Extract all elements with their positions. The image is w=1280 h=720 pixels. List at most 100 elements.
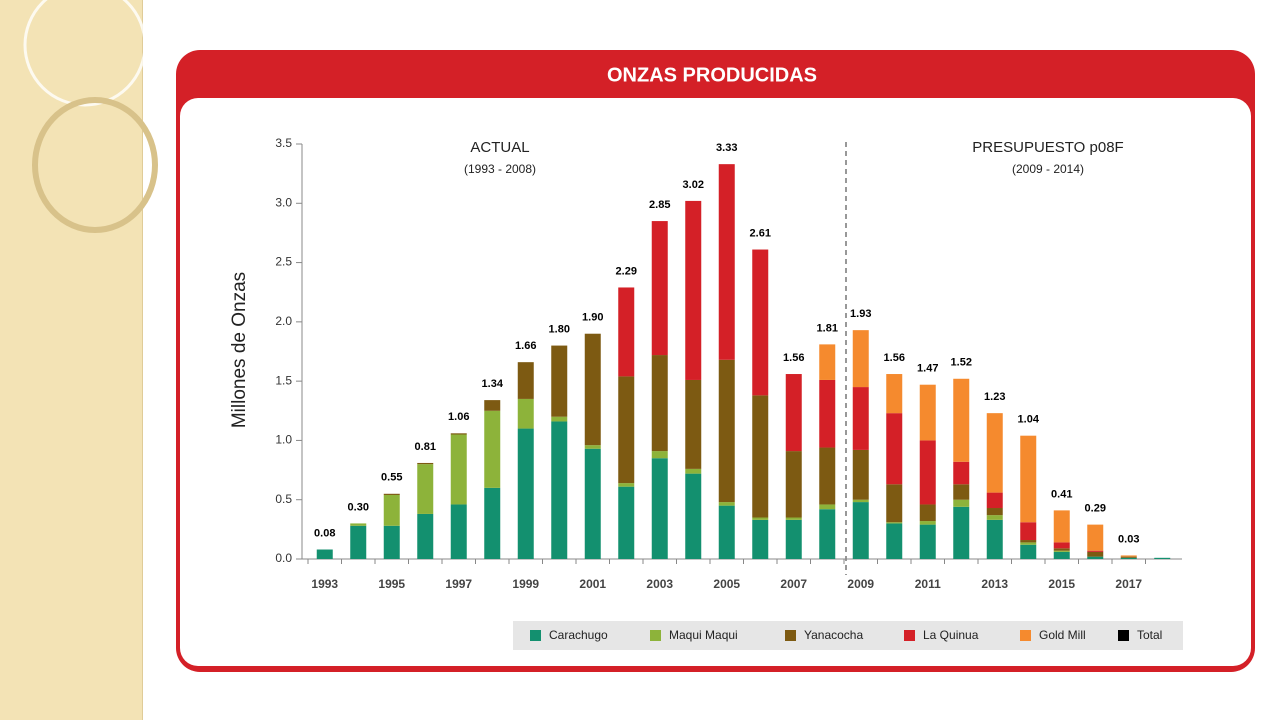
total-label: 1.06 <box>448 411 469 423</box>
bar-segment <box>785 519 802 559</box>
bar-segment <box>919 440 936 505</box>
bar-segment <box>718 502 735 506</box>
bar-segment <box>852 387 869 450</box>
y-tick-label: 3.5 <box>275 136 292 150</box>
total-label: 0.03 <box>1118 533 1139 545</box>
bar-segment <box>383 494 400 526</box>
bar-segment <box>685 468 702 474</box>
x-tick-label: 2011 <box>915 577 941 591</box>
bar-segment <box>484 400 501 411</box>
bar-segment <box>517 362 534 399</box>
total-label: 2.61 <box>750 227 771 239</box>
bar-segment <box>618 287 635 377</box>
legend-label: La Quinua <box>923 628 979 642</box>
legend-box <box>513 621 1183 650</box>
bar-segment <box>517 398 534 429</box>
bar-segment <box>1020 544 1037 559</box>
annotation: (2009 - 2014) <box>1012 162 1084 176</box>
bar-segment <box>651 451 668 459</box>
x-tick-label: 1995 <box>378 577 405 591</box>
total-label: 0.30 <box>348 501 369 513</box>
bar-segment <box>584 448 601 559</box>
bar-segment <box>852 330 869 388</box>
y-tick-label: 1.5 <box>275 373 292 387</box>
panel <box>180 98 1251 666</box>
total-label: 0.41 <box>1051 488 1072 500</box>
total-label: 1.66 <box>515 340 536 352</box>
bar-segment <box>1087 524 1104 551</box>
legend-swatch <box>650 630 661 641</box>
bar-segment <box>785 451 802 518</box>
y-tick-label: 1.0 <box>275 433 292 447</box>
total-label: 1.47 <box>917 363 938 375</box>
x-tick-label: 2015 <box>1048 577 1075 591</box>
legend-label: Yanacocha <box>804 628 863 642</box>
bar-segment <box>584 333 601 446</box>
bar-segment <box>551 416 568 422</box>
total-label: 3.33 <box>716 142 737 154</box>
annotation: ACTUAL <box>470 139 529 156</box>
total-label: 1.04 <box>1018 414 1040 426</box>
x-tick-label: 2013 <box>981 577 1008 591</box>
bar-segment <box>718 505 735 559</box>
bar-segment <box>383 525 400 559</box>
bar-segment <box>819 379 836 448</box>
bar-segment <box>919 504 936 522</box>
x-tick-label: 2009 <box>847 577 874 591</box>
total-label: 1.90 <box>582 312 603 324</box>
bar-segment <box>852 499 869 503</box>
bar-segment <box>1120 557 1137 559</box>
bar-segment <box>752 519 769 559</box>
bar-segment <box>819 447 836 505</box>
legend-swatch <box>1118 630 1129 641</box>
bar-segment <box>886 523 903 559</box>
bar-segment <box>986 519 1003 559</box>
bar-segment <box>417 462 434 465</box>
legend-label: Carachugo <box>549 628 608 642</box>
bar-segment <box>953 484 970 500</box>
bar-segment <box>1053 550 1070 552</box>
bar-segment <box>919 524 936 559</box>
bar-segment <box>718 164 735 360</box>
decor-ring <box>32 97 158 233</box>
bar-segment <box>1053 542 1070 549</box>
bar-segment <box>919 521 936 525</box>
legend-label: Maqui Maqui <box>669 628 738 642</box>
total-label: 0.29 <box>1085 503 1106 515</box>
total-label: 1.56 <box>783 352 804 364</box>
bar-segment <box>350 525 367 559</box>
total-label: 3.02 <box>683 179 704 191</box>
y-tick-label: 0.5 <box>275 492 292 506</box>
total-label: 1.80 <box>549 323 570 335</box>
y-tick-label: 2.0 <box>275 314 292 328</box>
decor-ring <box>23 0 147 107</box>
bar-segment <box>685 473 702 559</box>
bar-segment <box>953 499 970 507</box>
bar-segment <box>819 509 836 559</box>
bar-segment <box>1053 510 1070 543</box>
bar-segment <box>1020 540 1037 543</box>
x-tick-label: 2007 <box>780 577 807 591</box>
bar-segment <box>953 506 970 559</box>
x-tick-label: 1993 <box>311 577 338 591</box>
bar-segment <box>450 433 467 435</box>
legend-swatch <box>1020 630 1031 641</box>
bar-segment <box>450 504 467 559</box>
bar-segment <box>1087 550 1104 552</box>
bar-segment <box>1020 435 1037 523</box>
total-label: 1.81 <box>817 322 838 334</box>
bar-segment <box>383 493 400 495</box>
bar-segment <box>484 487 501 559</box>
bar-segment <box>785 374 802 452</box>
bar-segment <box>618 486 635 559</box>
bar-segment <box>417 513 434 559</box>
bar-segment <box>752 395 769 518</box>
bar-segment <box>886 484 903 523</box>
bar-segment <box>852 449 869 500</box>
bar-segment <box>450 434 467 505</box>
bar-segment <box>953 461 970 485</box>
bar-segment <box>852 502 869 559</box>
bar-segment <box>584 445 601 449</box>
bar-segment <box>350 523 367 526</box>
